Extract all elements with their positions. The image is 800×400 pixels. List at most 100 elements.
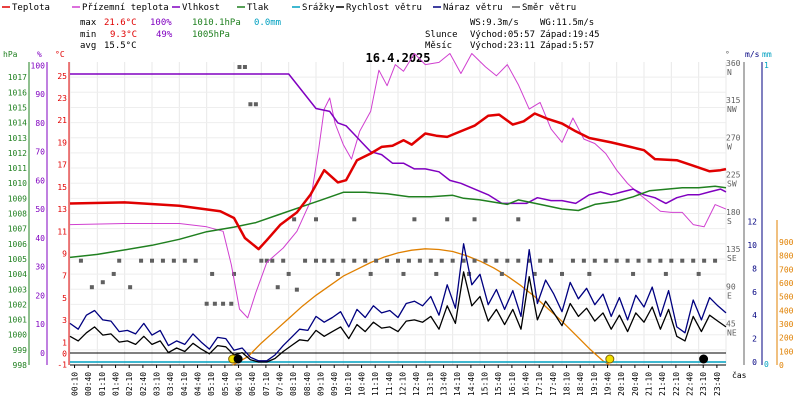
solar-layer bbox=[232, 248, 611, 366]
wind-dir-point-42 bbox=[505, 258, 510, 263]
x-tick-0740: 07:40 bbox=[276, 372, 285, 396]
wind-dir-point-14 bbox=[242, 64, 247, 69]
tick-pct-40: 40 bbox=[35, 234, 45, 243]
wind-dir-point-74 bbox=[532, 271, 537, 276]
wind-dir-point-85 bbox=[292, 217, 297, 222]
wind-dir-point-62 bbox=[89, 285, 94, 290]
tick-c-3: 3 bbox=[62, 316, 67, 325]
x-tick-1410: 14:10 bbox=[453, 372, 462, 396]
tick-dir-225: 225 bbox=[726, 171, 741, 180]
x-tick-2310: 23:10 bbox=[699, 372, 708, 396]
legend-label-feels_like: Přízemní teplota bbox=[82, 3, 169, 13]
wind-dir-point-28 bbox=[352, 258, 357, 263]
x-tick-1640: 16:40 bbox=[522, 372, 531, 396]
axis-unit-c: °C bbox=[55, 50, 65, 59]
series-line-pressure bbox=[69, 185, 727, 259]
markers-layer bbox=[228, 354, 709, 364]
legend-label-wind_dir: Směr větru bbox=[522, 3, 576, 13]
legend-label-pressure: Tlak bbox=[247, 3, 269, 13]
sunset-marker bbox=[605, 354, 615, 364]
x-tick-1940: 19:40 bbox=[604, 372, 613, 396]
tick-c-5: 5 bbox=[62, 294, 67, 303]
wind-dir-point-58 bbox=[680, 258, 685, 263]
info-moon-label: Měsíc bbox=[425, 41, 452, 51]
wind-dir-point-65 bbox=[210, 271, 215, 276]
wind-dir-point-81 bbox=[445, 217, 450, 222]
x-tick-1440: 14:40 bbox=[467, 372, 476, 396]
stats-block: max 21.6°C 100% 1010.1hPa 0.0mm min 9.3°… bbox=[80, 18, 281, 51]
x-tick-2040: 20:40 bbox=[631, 372, 640, 396]
wind-dir-point-76 bbox=[631, 271, 636, 276]
wind-dir-point-24 bbox=[314, 258, 318, 263]
tick-c-17: 17 bbox=[57, 161, 67, 170]
tick-pct-50: 50 bbox=[35, 205, 45, 214]
wind-dir-point-84 bbox=[314, 217, 318, 222]
x-tick-1710: 17:10 bbox=[535, 372, 544, 396]
wind-dir-point-37 bbox=[450, 258, 455, 263]
wind-dir-point-64 bbox=[128, 285, 133, 290]
x-tick-1110: 11:10 bbox=[371, 372, 380, 396]
series-line-solar bbox=[232, 248, 611, 366]
wind-dir-point-9 bbox=[204, 301, 209, 306]
tick-solar-400: 400 bbox=[779, 306, 794, 315]
wind-dir-point-6 bbox=[171, 258, 176, 263]
tick-c-25: 25 bbox=[57, 72, 67, 81]
wind-dir-point-25 bbox=[322, 258, 327, 263]
x-tick-0040: 00:40 bbox=[84, 372, 93, 396]
tick-dir-45: 45 bbox=[726, 320, 736, 329]
tick-c-9: 9 bbox=[62, 250, 67, 259]
wind-dir-point-33 bbox=[406, 258, 411, 263]
tick-solar-700: 700 bbox=[779, 265, 794, 274]
x-tick-0940: 09:40 bbox=[330, 372, 339, 396]
tick-hpa-1009: 1009 bbox=[8, 194, 27, 203]
tick-dir-name-NE: NE bbox=[727, 329, 737, 338]
legend-label-wind_gust: Náraz větru bbox=[443, 3, 503, 13]
tick-ms-10: 10 bbox=[747, 241, 757, 250]
stat-avg-temp: 15.5°C bbox=[104, 41, 137, 51]
wind-dir-point-39 bbox=[472, 258, 477, 263]
tick-dir-90: 90 bbox=[726, 282, 736, 291]
x-tick-0810: 08:10 bbox=[289, 372, 298, 396]
wind-dir-point-13 bbox=[237, 64, 242, 69]
x-tick-0340: 03:40 bbox=[166, 372, 175, 396]
wind-dir-point-60 bbox=[702, 258, 707, 263]
tick-dir-name-NW: NW bbox=[727, 105, 737, 114]
stat-min-hum: 49% bbox=[156, 30, 173, 40]
stat-max-temp: 21.6°C bbox=[104, 18, 137, 28]
tick-hpa-1001: 1001 bbox=[8, 316, 27, 325]
wind-dir-point-67 bbox=[275, 285, 280, 290]
x-tick-2010: 20:10 bbox=[617, 372, 626, 396]
tick-ms-8: 8 bbox=[752, 264, 757, 273]
tick-hpa-1000: 1000 bbox=[8, 331, 27, 340]
x-tick-1910: 19:10 bbox=[590, 372, 599, 396]
wind-dir-point-41 bbox=[494, 258, 499, 263]
legend: Teplota Přízemní teplota Vlhkost Tlak Srážky… bbox=[2, 3, 576, 13]
tick-c-1: 1 bbox=[62, 338, 67, 347]
info-sun-label: Slunce bbox=[425, 30, 458, 40]
tick-c-23: 23 bbox=[57, 94, 67, 103]
tick-pct-10: 10 bbox=[35, 320, 45, 329]
tick-c-19: 19 bbox=[57, 138, 67, 147]
stat-max-press: 1010.1hPa bbox=[192, 18, 241, 28]
wind-dir-point-15 bbox=[248, 102, 253, 107]
wind-dir-point-19 bbox=[270, 258, 275, 263]
tick-solar-900: 900 bbox=[779, 238, 794, 247]
wind-dir-point-30 bbox=[374, 258, 379, 263]
wind-dir-point-51 bbox=[603, 258, 608, 263]
wind-dir-point-0 bbox=[78, 258, 83, 263]
tick-hpa-1002: 1002 bbox=[8, 300, 27, 309]
wind-dir-point-31 bbox=[385, 258, 390, 263]
wind-dir-point-29 bbox=[363, 258, 368, 263]
wind-dir-point-53 bbox=[625, 258, 630, 263]
wind-dir-point-57 bbox=[669, 258, 674, 263]
x-tick-0840: 08:40 bbox=[303, 372, 312, 396]
tick-dir-180: 180 bbox=[726, 208, 741, 217]
series-line-wind_gust bbox=[69, 243, 727, 362]
tick-hpa-999: 999 bbox=[13, 346, 28, 355]
tick-pct-20: 20 bbox=[35, 291, 45, 300]
axis-unit-mm: mm bbox=[762, 50, 772, 59]
x-tick-1540: 15:40 bbox=[494, 372, 503, 396]
wind-dir-point-55 bbox=[647, 258, 652, 263]
wind-dir-point-5 bbox=[160, 258, 165, 263]
